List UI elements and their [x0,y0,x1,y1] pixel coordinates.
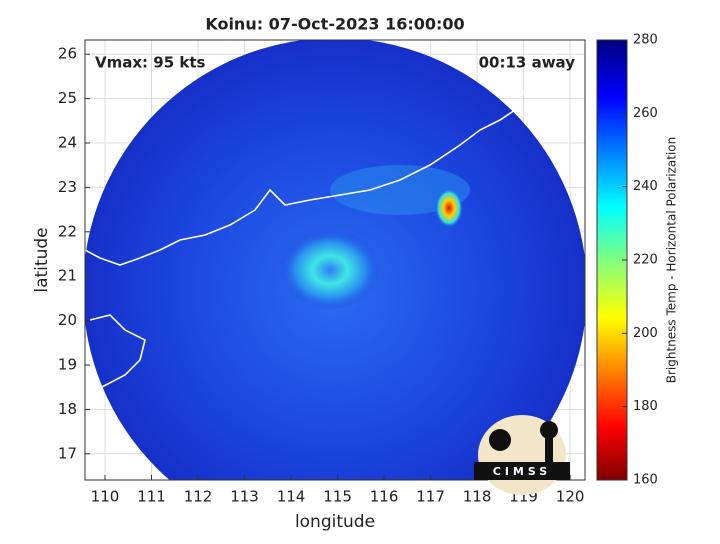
colorbar-tick-label: 260 [633,106,658,121]
colorbar-tick-label: 280 [633,33,658,48]
title: Koinu: 07-Oct-2023 16:00:00 [205,15,464,34]
coastline-hainan [85,314,146,399]
y-tick-label: 21 [58,267,77,285]
colorbar-tick-label: 160 [633,473,658,488]
y-tick-label: 25 [58,89,77,107]
x-tick-label: 120 [556,488,585,506]
coastline [85,44,561,266]
satellite-image [85,40,585,480]
colorbar-tick-label: 200 [633,326,658,341]
colorbar-label: Brightness Temp - Horizontal Polarizatio… [665,137,679,384]
x-tick-label: 116 [370,488,399,506]
rain-band [330,165,470,215]
y-axis-label: latitude [32,227,52,292]
cimss-logo: CIMSS [474,415,570,495]
plot-frame [84,39,586,481]
y-tick-label: 23 [58,178,77,196]
x-axis-label: longitude [295,512,375,532]
x-tick-label: 117 [416,488,445,506]
y-tick-label: 20 [58,311,77,329]
x-tick-label: 114 [277,488,306,506]
time-annotation: 00:13 away [479,54,576,72]
x-tick-label: 113 [230,488,259,506]
x-tick-label: 112 [184,488,213,506]
y-tick-label: 24 [58,134,77,152]
x-tick-label: 110 [91,488,120,506]
storm-core [280,230,380,310]
colorbar-tick-label: 220 [633,253,658,268]
convection-cell [435,188,463,228]
y-tick-label: 17 [58,444,77,462]
x-tick-label: 115 [323,488,352,506]
colorbar-tick-label: 240 [633,179,658,194]
colorbar-ticks: 160 180 200 220 240 260 280 [622,33,658,488]
ticks: 110 111 112 113 114 115 116 117 118 119 1201718192… [58,45,585,506]
x-tick-label: 111 [137,488,166,506]
y-tick-label: 18 [58,400,77,418]
colorbar-tick-label: 180 [633,399,658,414]
y-tick-label: 22 [58,222,77,240]
y-tick-label: 19 [58,356,77,374]
x-tick-label: 118 [463,488,492,506]
logo-text: CIMSS [493,465,551,478]
vmax-annotation: Vmax: 95 kts [95,54,205,72]
y-tick-label: 26 [58,45,77,63]
